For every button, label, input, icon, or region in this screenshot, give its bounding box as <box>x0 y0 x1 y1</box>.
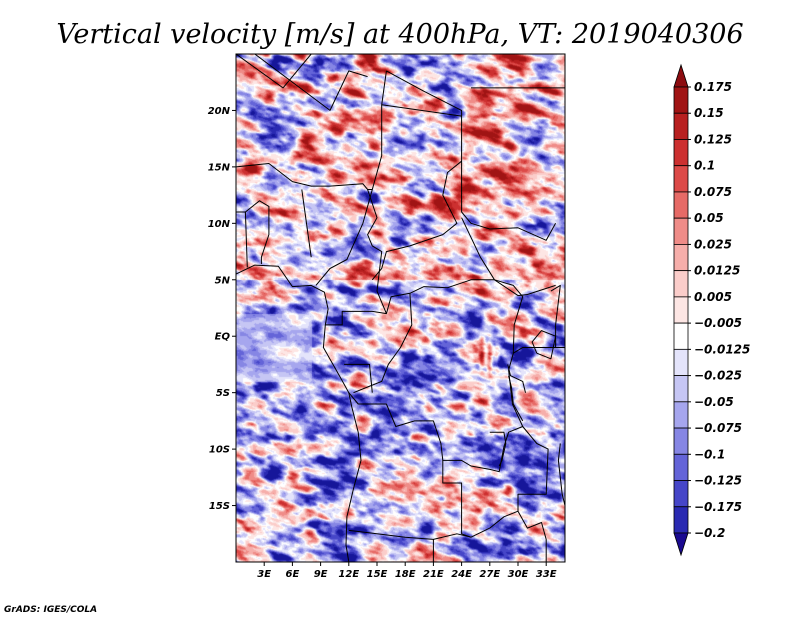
border-line <box>489 431 507 467</box>
velocity-field <box>236 54 565 562</box>
colorbar-segment <box>673 322 689 350</box>
lat-tick-label: 5S <box>216 388 230 399</box>
border-line <box>409 279 524 538</box>
lat-tick-label: 10S <box>209 445 230 456</box>
latitude-axis: 20N 15N 10N 5N EQ 5S 10S 15S <box>208 106 236 512</box>
colorbar-label: −0.075 <box>694 421 742 435</box>
lon-tick-label: 15E <box>367 569 388 580</box>
lon-tick-label: 6E <box>286 569 300 580</box>
border-line <box>517 426 549 512</box>
lon-tick-label: 27E <box>479 569 500 580</box>
colorbar-label: 0.0125 <box>694 264 740 278</box>
border-line <box>353 293 413 394</box>
colorbar-segment <box>673 506 689 534</box>
border-line <box>236 54 312 89</box>
lon-tick-label: 21E <box>423 569 444 580</box>
colorbar: 0.175 0.15 0.125 0.1 0.075 0.05 0.025 0.0125 0.0… <box>673 63 750 557</box>
lon-tick-label: 3E <box>257 569 271 580</box>
lat-tick-label: EQ <box>215 332 231 343</box>
border-line <box>508 375 524 422</box>
border-line <box>236 70 387 190</box>
colorbar-label: −0.0125 <box>694 342 750 356</box>
lon-tick-label: 9E <box>314 569 328 580</box>
colorbar-label: 0.005 <box>694 290 732 304</box>
colorbar-segment <box>673 139 689 167</box>
colorbar-segment <box>673 244 689 272</box>
colorbar-label: 0.05 <box>694 211 724 225</box>
colorbar-segment <box>673 453 689 481</box>
border-line <box>348 392 444 461</box>
colorbar-label: 0.125 <box>694 132 732 146</box>
chart-title: Vertical velocity [m/s] at 400hPa, VT: 2… <box>56 19 743 50</box>
colorbar-segment <box>673 217 689 245</box>
border-line <box>367 189 410 315</box>
colorbar-segment <box>673 296 689 324</box>
colorbar-label: 0.075 <box>694 185 732 199</box>
colorbar-label: −0.125 <box>694 474 742 488</box>
lon-tick-label: 12E <box>338 569 359 580</box>
country-borders <box>236 54 565 562</box>
lat-tick-label: 15N <box>208 162 231 173</box>
colorbar-segment <box>673 165 689 193</box>
lon-tick-label: 24E <box>451 569 472 580</box>
colorbar-label: 0.025 <box>694 237 732 251</box>
border-line <box>557 443 565 506</box>
colorbar-segment <box>673 401 689 429</box>
lat-tick-label: 5N <box>215 275 231 286</box>
lon-tick-label: 18E <box>395 569 416 580</box>
border-line <box>348 529 472 540</box>
border-line <box>371 70 463 281</box>
border-line <box>315 189 373 286</box>
colorbar-top-extend <box>673 63 689 88</box>
colorbar-bottom-extend <box>673 532 689 557</box>
border-line <box>381 104 462 117</box>
colorbar-segment <box>673 348 689 376</box>
colorbar-label: −0.005 <box>694 316 742 330</box>
colorbar-label: −0.05 <box>694 395 734 409</box>
lat-tick-label: 15S <box>209 501 230 512</box>
lat-tick-label: 20N <box>208 106 231 117</box>
colorbar-segment <box>673 427 689 455</box>
colorbar-segment <box>673 86 689 114</box>
velocity-raster <box>236 54 565 562</box>
colorbar-segment <box>673 480 689 508</box>
colorbar-label: −0.175 <box>694 500 742 514</box>
lon-tick-label: 33E <box>536 569 557 580</box>
border-line <box>461 161 557 241</box>
border-line <box>244 211 248 268</box>
border-line <box>325 310 387 326</box>
border-line <box>507 364 526 393</box>
credit-label: GrADS: IGES/COLA <box>4 605 97 615</box>
border-line <box>461 217 556 297</box>
colorbar-segment <box>673 375 689 403</box>
map-frame <box>235 53 566 563</box>
colorbar-label: −0.025 <box>694 369 742 383</box>
colorbar-label: −0.2 <box>694 526 725 540</box>
colorbar-segment <box>673 191 689 219</box>
colorbar-label: 0.1 <box>694 159 715 173</box>
border-line <box>236 264 362 562</box>
colorbar-segment <box>673 270 689 298</box>
lon-tick-label: 30E <box>508 569 529 580</box>
border-line <box>531 330 557 360</box>
colorbar-label: 0.15 <box>694 106 724 120</box>
border-line <box>517 510 547 562</box>
lat-tick-label: 10N <box>208 219 231 230</box>
border-line <box>344 363 373 393</box>
colorbar-segment <box>673 112 689 140</box>
colorbar-label: 0.175 <box>694 80 732 94</box>
colorbar-label: −0.1 <box>694 447 725 461</box>
border-line <box>301 189 312 258</box>
longitude-axis: 3E 6E 9E 12E 15E 18E 21E 24E 27E 30E 33E <box>257 562 557 580</box>
border-line <box>254 54 368 111</box>
